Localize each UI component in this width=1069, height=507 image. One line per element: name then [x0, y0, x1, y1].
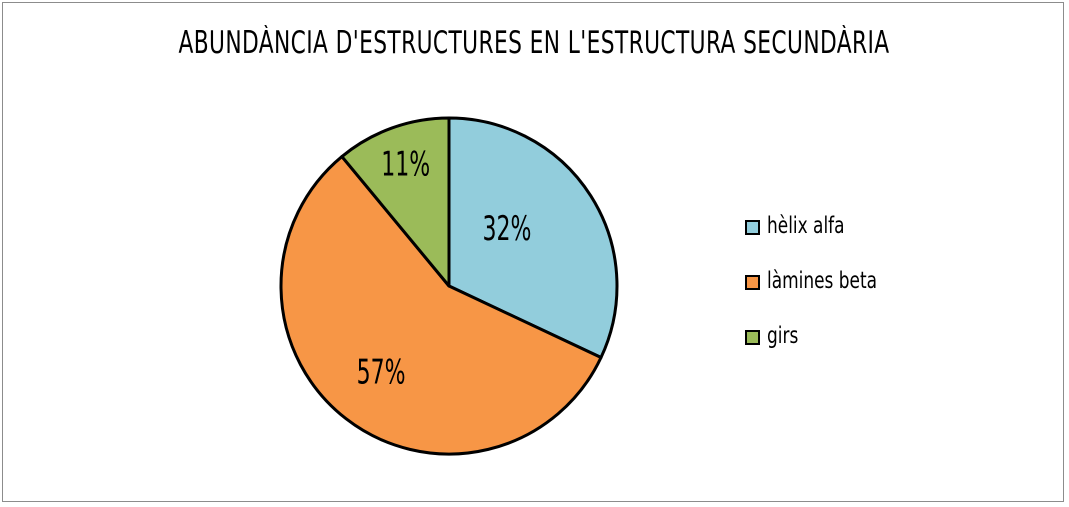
legend-swatch — [745, 220, 760, 235]
legend-label: girs — [767, 323, 799, 349]
slice-label-helix-alfa: 32% — [482, 209, 531, 248]
chart-title: ABUNDÀNCIA D'ESTRUCTURES EN L'ESTRUCTURA… — [178, 25, 890, 61]
slice-label-lamines-beta: 57% — [357, 352, 406, 391]
pie-chart: 32% 57% 11% — [279, 116, 619, 456]
slice-helix-alfa — [447, 116, 619, 360]
slice-label-girs: 11% — [381, 145, 430, 184]
slice-girs — [340, 116, 451, 288]
chart-area: ABUNDÀNCIA D'ESTRUCTURES EN L'ESTRUCTURA… — [2, 2, 1064, 502]
legend-swatch — [745, 330, 760, 345]
legend-swatch — [745, 275, 760, 290]
legend-label: hèlix alfa — [767, 213, 845, 239]
slice-lamines-beta — [279, 155, 603, 456]
legend-label: làmines beta — [767, 268, 878, 294]
